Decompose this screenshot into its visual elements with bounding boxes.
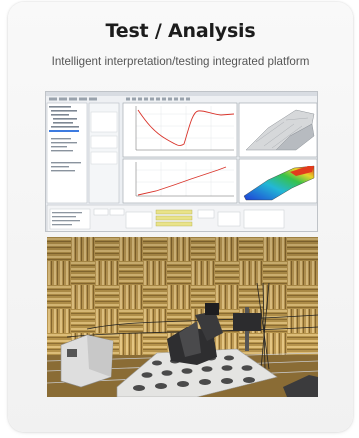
software-screenshot-graphic: [46, 92, 317, 231]
analysis-software-screenshot: [45, 91, 318, 232]
chamber-photo-graphic: [47, 237, 318, 397]
anechoic-chamber-photo: [47, 237, 318, 397]
card-title: Test / Analysis: [105, 20, 256, 42]
test-analysis-card[interactable]: Test / Analysis Intelligent interpretati…: [8, 2, 353, 432]
card-subtitle: Intelligent interpretation/testing integ…: [51, 55, 310, 68]
